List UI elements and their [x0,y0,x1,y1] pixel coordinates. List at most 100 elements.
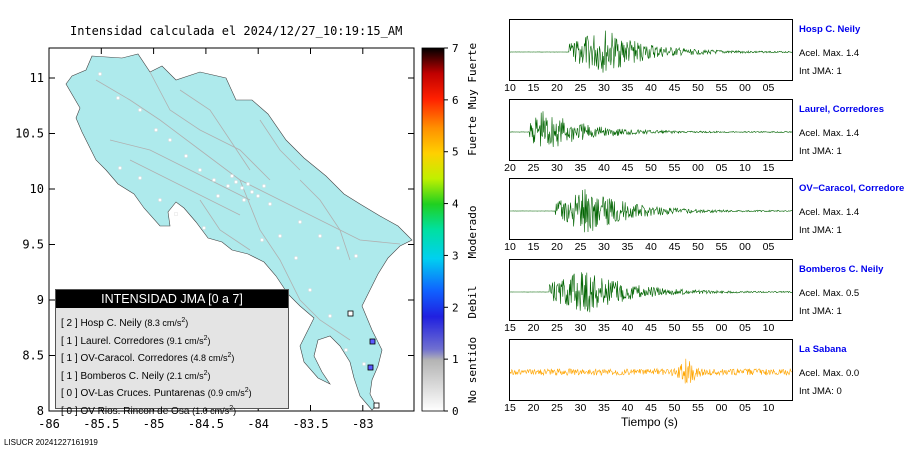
time-tick-label: 55 [668,162,681,174]
time-tick-label: 30 [598,82,610,94]
waveform-trace [510,272,792,313]
time-tick-label: 50 [692,241,704,253]
waveform-trace [510,30,792,73]
waveform-panel[interactable] [509,178,793,240]
time-tick-label: 35 [598,402,610,414]
waveform-trace [510,358,792,384]
station-name[interactable]: Bomberos C. Neily [799,264,884,275]
time-tick-label: 05 [739,402,751,414]
station-name[interactable]: Laurel, Corredores [799,104,884,115]
footer-id: LISUCR 20241227161919 [4,438,98,447]
costa-rica-landmass [65,53,413,411]
legend-row: [ 1 ] Bomberos C. Neily (2.1 cm/s2) [56,365,288,383]
time-tick-label: 15 [762,162,775,174]
time-tick-label: 20 [527,322,540,334]
station-name[interactable]: Hosp C. Neily [799,24,861,35]
time-tick-label: 35 [621,241,634,253]
legend-jma: [ 1 ] [61,370,81,382]
time-tick-label: 55 [692,402,704,414]
scale-category-label: Fuerte [466,116,479,156]
legend-row: [ 0 ] OV-Rios. Rincon de Osa (1.0 cm/s2) [56,400,288,418]
scale-tick-label: 1 [452,353,459,366]
legend-jma: [ 2 ] [61,318,81,329]
legend-row: [ 2 ] Hosp C. Neily (8.3 cm/s2) [56,312,288,330]
legend-value: (9.1 cm/s2) [166,334,211,346]
time-tick-label: 50 [692,82,704,94]
intensity-legend: INTENSIDAD JMA [0 a 7] [ 2 ] Hosp C. Nei… [55,289,289,417]
scale-category-label: Debil [466,285,479,318]
station-marker [373,402,380,409]
time-tick-label: 20 [527,402,540,414]
scale-category-label: No sentido [466,337,479,403]
legend-station: Hosp C. Neily [80,318,145,329]
lat-tick-label: 9 [37,293,44,307]
lat-tick-label: 9.5 [22,238,44,252]
time-axis-label: Tiempo (s) [621,415,678,429]
scale-tick-label: 0 [452,405,459,418]
legend-value: (4.8 cm/s2) [190,352,235,364]
time-tick-label: 00 [692,162,704,174]
station-name[interactable]: OV−Caracol, Corredore [799,183,905,194]
lat-tick-label: 10.5 [15,127,44,141]
lon-tick-label: -84 [247,417,269,431]
time-tick-label: 00 [715,322,728,334]
time-tick-row: 15 20 25 30 35 40 45 50 55 00 05 10 [503,322,803,336]
time-tick-label: 25 [574,82,587,94]
time-tick-label: 40 [621,322,634,334]
time-tick-label: 45 [668,241,681,253]
time-tick-row: 10 15 20 25 30 35 40 45 50 55 00 05 [503,241,803,255]
station-name[interactable]: La Sabana [799,344,847,355]
lat-tick-label: 8 [37,404,44,418]
time-tick-label: 45 [621,162,634,174]
waveform-panel[interactable] [509,339,793,401]
waveform-panel[interactable] [509,19,793,81]
longitude-ticks: -86 -85.5 -85 -84.5 -84 -83.5 -83 [38,48,374,431]
time-tick-row: 20 25 30 35 40 45 50 55 00 05 10 15 [503,162,803,176]
lon-tick-label: -83 [352,417,374,431]
time-tick-label: 55 [715,82,728,94]
scale-category-label: Moderado [466,206,479,259]
time-tick-label: 35 [598,322,610,334]
time-tick-label: 00 [739,82,751,94]
road-network [95,71,401,341]
time-tick-label: 00 [715,402,728,414]
waveform-panel[interactable] [509,259,793,321]
time-tick-label: 30 [574,402,587,414]
station-max-accel: Acel. Max. 1.4 [799,48,860,59]
time-tick-label: 15 [527,241,540,253]
legend-row: [ 1 ] Laurel. Corredores (9.1 cm/s2) [56,330,288,348]
scale-tick-label: 3 [452,249,459,262]
time-tick-label: 05 [739,322,751,334]
legend-value: (0.9 cm/s2) [207,387,252,399]
time-tick-label: 55 [692,322,704,334]
time-tick-label: 00 [739,241,751,253]
scale-tick-label: 4 [452,198,459,211]
time-tick-label: 30 [598,241,610,253]
time-tick-label: 40 [621,402,634,414]
time-tick-label: 55 [715,241,728,253]
time-tick-label: 50 [668,322,681,334]
time-tick-label: 10 [739,162,751,174]
waveform-trace [510,189,792,233]
legend-jma: [ 1 ] [61,335,81,347]
intensity-scale: 7 6 5 4 3 2 1 0 Muy Fuerte Fuerte Moderado Debil No… [421,42,479,418]
lon-tick-label: -83.5 [292,417,328,431]
time-tick-label: 35 [574,162,587,174]
time-tick-label: 25 [574,241,587,253]
station-marker [347,310,354,317]
legend-station: OV-Rios. Rincon de Osa [80,405,193,417]
station-max-accel: Acel. Max. 1.4 [799,207,860,218]
time-tick-row: 15 20 25 30 35 40 45 50 55 00 05 10 [503,402,803,416]
station-jma-intensity: Int JMA: 1 [799,146,842,157]
station-max-accel: Acel. Max. 1.4 [799,128,860,139]
time-tick-label: 05 [762,82,775,94]
legend-jma: [ 0 ] [61,388,81,400]
map-title: Intensidad calculada el 2024/12/27_10:19… [70,24,403,38]
time-tick-label: 15 [504,322,516,334]
legend-value: (1.0 cm/s2) [192,404,237,416]
time-tick-label: 15 [527,82,540,94]
legend-jma: [ 1 ] [61,353,81,365]
time-tick-label: 25 [527,162,540,174]
station-marker [367,364,374,371]
waveform-panel[interactable] [509,99,793,161]
